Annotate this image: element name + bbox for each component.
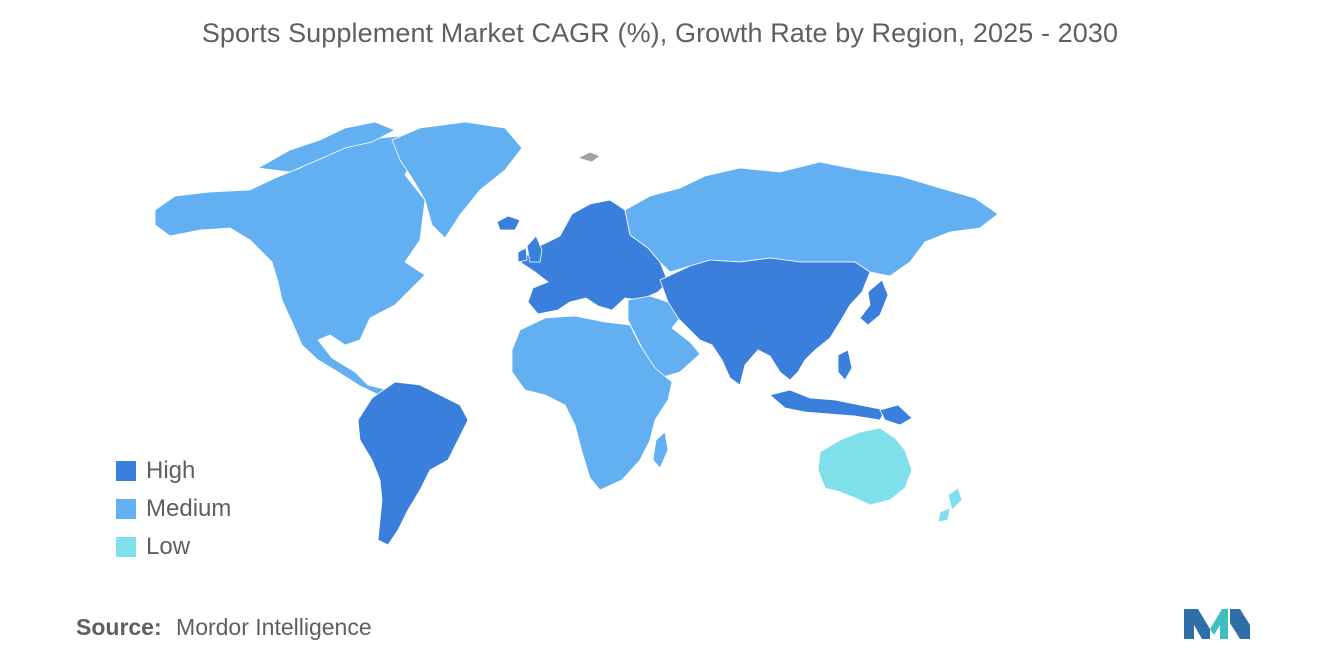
region-philippines	[837, 349, 853, 381]
legend-item-high: High	[116, 452, 231, 490]
region-australia	[817, 427, 913, 506]
region-new-zealand	[937, 487, 963, 523]
region-asia	[659, 257, 871, 386]
source-line: Source: Mordor Intelligence	[76, 614, 372, 641]
region-indonesia	[769, 389, 886, 421]
region-madagascar	[652, 431, 669, 469]
region-uk	[526, 235, 543, 263]
region-iceland	[496, 215, 521, 231]
region-russia	[624, 161, 999, 277]
legend-swatch-medium	[116, 499, 136, 519]
region-svalbard	[576, 151, 601, 163]
region-ireland	[517, 247, 528, 263]
legend: High Medium Low	[116, 452, 231, 566]
region-south-america	[357, 381, 469, 546]
legend-swatch-low	[116, 537, 136, 557]
legend-label-high: High	[146, 457, 196, 484]
region-japan	[859, 279, 889, 326]
legend-item-low: Low	[116, 528, 231, 566]
region-africa	[511, 315, 673, 491]
mordor-intelligence-logo-icon	[1184, 609, 1250, 639]
region-north-america	[154, 135, 426, 399]
source-label: Source:	[76, 614, 162, 640]
legend-label-medium: Medium	[146, 495, 232, 522]
source-name: Mordor Intelligence	[176, 614, 372, 640]
legend-item-medium: Medium	[116, 490, 231, 528]
region-png	[879, 404, 913, 426]
region-arctic-islands	[256, 121, 396, 173]
legend-swatch-high	[116, 461, 136, 481]
legend-label-low: Low	[146, 533, 191, 560]
region-greenland	[391, 121, 523, 239]
chart-title: Sports Supplement Market CAGR (%), Growt…	[201, 18, 1119, 48]
